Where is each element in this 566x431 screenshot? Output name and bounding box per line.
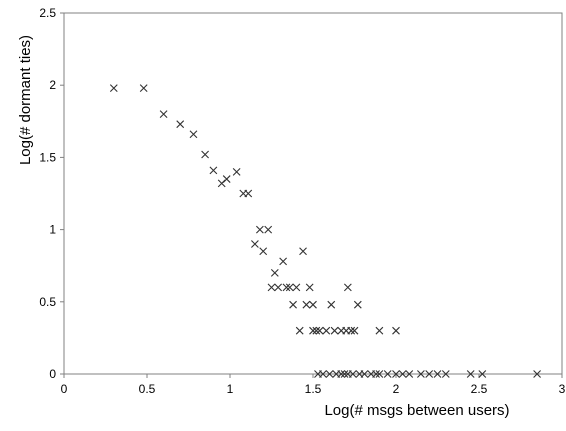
- tick-labels: 0 0.5 1 1.5 2 2.5 3 0 0.5 1 1.5 2 2.5: [39, 6, 565, 396]
- y-tick-label: 1.5: [39, 150, 56, 164]
- data-point-marker: [232, 167, 241, 176]
- data-point-marker: [466, 370, 475, 378]
- data-point-marker: [176, 120, 185, 129]
- data-point-marker: [274, 283, 283, 292]
- x-tick-label: 1.5: [305, 382, 322, 396]
- y-tick-label: 0: [49, 367, 56, 381]
- data-point-marker: [425, 370, 434, 378]
- x-tick-label: 0: [61, 382, 68, 396]
- axes: [60, 12, 563, 378]
- data-point-marker: [270, 269, 279, 277]
- data-point-marker: [305, 283, 314, 292]
- x-tick-label: 1: [227, 382, 234, 396]
- y-tick-label: 2.5: [39, 6, 56, 20]
- data-point-marker: [279, 257, 288, 266]
- data-point-marker: [222, 175, 231, 183]
- data-point-marker: [299, 247, 307, 256]
- y-tick-label: 2: [49, 78, 56, 92]
- data-point-marker: [347, 326, 356, 335]
- data-point-marker: [392, 326, 400, 335]
- data-point-marker: [392, 370, 400, 378]
- data-point-marker: [315, 326, 324, 335]
- data-point-marker: [327, 300, 336, 309]
- x-tick-label: 0.5: [139, 382, 156, 396]
- plot-area-frame: [63, 12, 563, 375]
- data-point-marker: [340, 370, 349, 378]
- data-point-marker: [383, 370, 392, 378]
- y-axis-title: Log(# dormant ties): [17, 35, 34, 165]
- data-point-marker: [285, 283, 294, 292]
- data-point-marker: [109, 84, 118, 92]
- data-point-marker: [343, 283, 352, 292]
- data-point-marker: [201, 150, 209, 159]
- x-tick-label: 2.5: [471, 382, 488, 396]
- data-point-marker: [398, 370, 407, 378]
- data-point-marker: [244, 189, 253, 198]
- data-point-marker: [292, 283, 301, 292]
- data-point-marker: [350, 326, 359, 335]
- data-point-marker: [267, 283, 276, 292]
- y-tick-label: 0.5: [39, 295, 56, 309]
- data-point-marker: [309, 300, 317, 309]
- data-point-marker: [189, 130, 198, 139]
- data-point-marker: [319, 370, 327, 378]
- data-point-marker: [348, 370, 357, 378]
- data-point-marker: [433, 370, 442, 378]
- data-point-marker: [533, 370, 541, 378]
- data-point-marker: [264, 225, 273, 234]
- data-point-marker: [478, 370, 487, 378]
- data-point-marker: [251, 240, 259, 248]
- data-points: [109, 84, 541, 378]
- data-point-marker: [302, 300, 311, 309]
- data-point-marker: [405, 370, 414, 378]
- data-point-marker: [259, 247, 268, 256]
- y-tick-label: 1: [49, 223, 56, 237]
- data-point-marker: [159, 110, 168, 118]
- data-point-marker: [375, 370, 384, 378]
- x-axis-title: Log(# msgs between users): [324, 402, 509, 419]
- data-point-marker: [312, 326, 321, 335]
- data-point-marker: [441, 370, 450, 378]
- data-point-marker: [209, 166, 218, 175]
- data-point-marker: [337, 370, 346, 378]
- data-point-marker: [295, 326, 304, 335]
- data-point-marker: [289, 300, 297, 309]
- x-tick-label: 2: [393, 382, 400, 396]
- data-point-marker: [255, 225, 264, 234]
- data-point-marker: [417, 370, 425, 378]
- data-point-marker: [325, 370, 334, 378]
- data-point-marker: [360, 370, 369, 378]
- data-point-marker: [309, 326, 317, 335]
- data-point-marker: [139, 84, 148, 92]
- x-tick-label: 3: [559, 382, 566, 396]
- data-point-marker: [282, 283, 291, 292]
- data-point-marker: [372, 370, 380, 378]
- data-point-marker: [375, 326, 384, 335]
- data-point-marker: [330, 326, 339, 335]
- data-point-marker: [322, 326, 331, 335]
- data-point-marker: [353, 300, 362, 309]
